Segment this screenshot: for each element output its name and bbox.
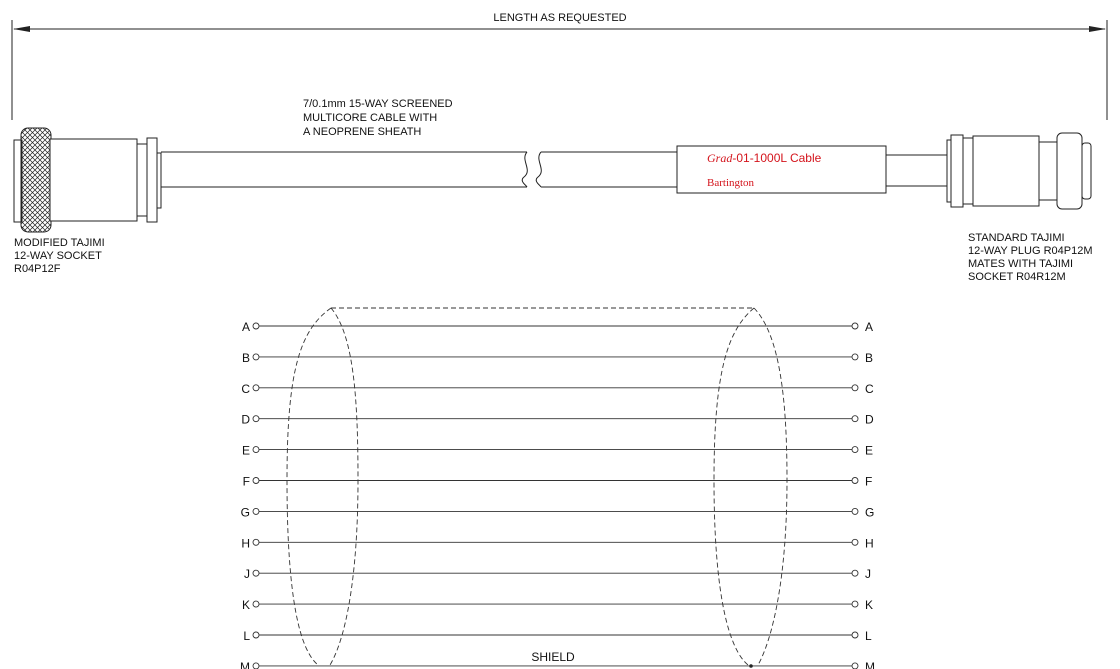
pin-label-left: G	[241, 505, 250, 519]
left-connector	[13, 127, 162, 233]
pin-label-right: H	[865, 536, 874, 550]
pin-label-left: L	[243, 629, 250, 643]
right-terminal	[851, 322, 859, 330]
left-terminal	[252, 477, 260, 484]
pin-label-left: J	[244, 567, 250, 581]
left-label-line-1: MODIFIED TAJIMI	[14, 237, 105, 249]
right-terminal	[851, 631, 859, 639]
wire-list: A AB BC CD DE EF FG GH HJ JK KL LM M	[240, 320, 875, 669]
pin-label-right: E	[865, 444, 873, 458]
pin-label-right: G	[865, 505, 874, 519]
pin-label-right: F	[865, 475, 872, 489]
right-terminal	[851, 353, 859, 361]
right-terminal	[851, 446, 859, 454]
left-label-line-3: R04P12F	[14, 263, 61, 275]
left-terminal	[252, 538, 260, 546]
right-terminal	[851, 662, 859, 669]
right-connector	[946, 132, 1092, 210]
cable-desc-line-1: 7/0.1mm 15-WAY SCREENED	[303, 98, 453, 110]
left-terminal	[252, 415, 260, 423]
left-terminal	[252, 662, 260, 669]
right-terminal	[851, 538, 859, 546]
right-label-line-3: MATES WITH TAJIMI	[968, 258, 1073, 270]
left-terminal	[252, 384, 260, 392]
pin-label-left: H	[241, 536, 250, 550]
pin-label-right: B	[865, 351, 873, 365]
pin-label-left: B	[242, 351, 250, 365]
knurled-nut	[20, 127, 52, 233]
pin-label-right: D	[865, 413, 874, 427]
right-label-line-1: STANDARD TAJIMI	[968, 232, 1065, 244]
shield-outline	[286, 307, 788, 666]
left-terminal	[252, 631, 260, 639]
left-connector-label: MODIFIED TAJIMI 12-WAY SOCKET R04P12F	[14, 237, 108, 275]
pin-label-left: M	[240, 660, 250, 669]
cable-desc-line-3: A NEOPRENE SHEATH	[303, 126, 421, 138]
right-connector-label: STANDARD TAJIMI 12-WAY PLUG R04P12M MATE…	[968, 232, 1096, 283]
shield-drain-dot	[749, 664, 753, 668]
pin-label-right: K	[865, 598, 873, 612]
right-label-line-2: 12-WAY PLUG R04P12M	[968, 245, 1093, 257]
left-terminal	[252, 446, 260, 454]
right-terminal	[851, 477, 859, 484]
left-arrow-icon	[13, 26, 30, 32]
pin-label-left: D	[241, 413, 250, 427]
pin-label-left: A	[242, 320, 250, 334]
wiring-schematic: A AB BC CD DE EF FG GH HJ JK KL LM M SHIELD	[240, 307, 875, 669]
right-terminal	[851, 569, 859, 577]
pin-label-right: L	[865, 629, 872, 643]
left-terminal	[252, 600, 260, 608]
left-terminal	[252, 569, 260, 577]
pin-label-right: J	[865, 567, 871, 581]
pin-label-right: A	[865, 320, 873, 334]
left-terminal	[252, 322, 260, 330]
left-label-line-2: 12-WAY SOCKET	[14, 250, 102, 262]
pin-label-left: C	[241, 382, 250, 396]
pin-label-left: K	[242, 598, 250, 612]
right-terminal	[851, 415, 859, 423]
right-terminal	[851, 600, 859, 608]
length-label: LENGTH AS REQUESTED	[493, 12, 626, 24]
pin-label-right: M	[865, 660, 875, 669]
length-dimension: LENGTH AS REQUESTED	[11, 12, 1108, 120]
pin-label-left: F	[243, 475, 250, 489]
cable-body	[161, 151, 947, 188]
cable-label-brand: Bartington	[707, 177, 755, 189]
cable-desc-line-2: MULTICORE CABLE WITH	[303, 112, 437, 124]
right-label-line-4: SOCKET R04R12M	[968, 271, 1066, 283]
left-terminal	[252, 353, 260, 361]
right-arrow-icon	[1089, 26, 1106, 32]
pin-label-right: C	[865, 382, 874, 396]
right-terminal	[851, 507, 859, 515]
cable-description: 7/0.1mm 15-WAY SCREENED MULTICORE CABLE …	[303, 98, 456, 138]
cable-label-sleeve: Grad-01-1000L Cable Bartington	[676, 145, 887, 194]
left-terminal	[252, 507, 260, 515]
cable-label-product: Grad-01-1000L Cable	[707, 151, 822, 165]
right-terminal	[851, 384, 859, 392]
shield-label: SHIELD	[531, 650, 575, 664]
pin-label-left: E	[242, 444, 250, 458]
